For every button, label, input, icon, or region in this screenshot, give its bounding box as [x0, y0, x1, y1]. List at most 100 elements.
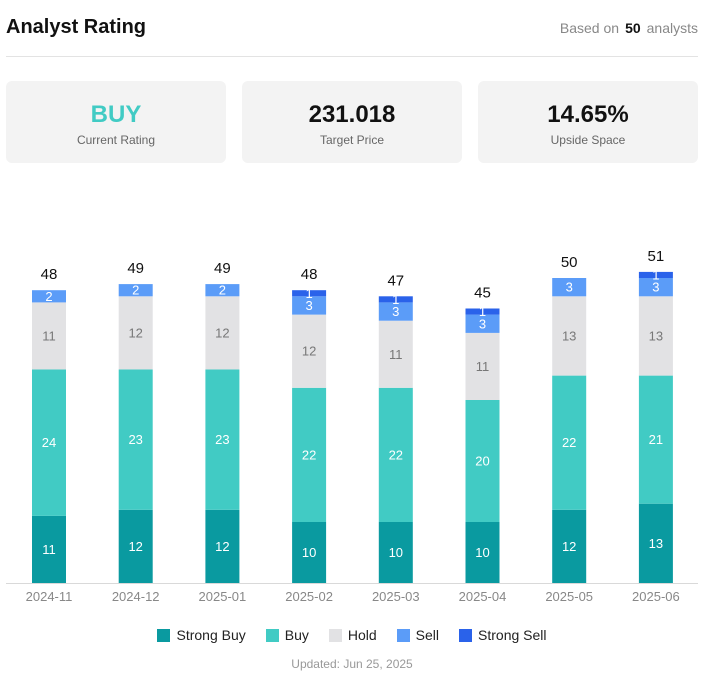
bar-segment-hold[interactable] [292, 314, 327, 388]
segment-value-label: 1 [652, 267, 659, 282]
legend-item-buy[interactable]: Buy [265, 627, 309, 643]
target-price-value: 231.018 [308, 101, 396, 128]
bar-segment-sell[interactable] [638, 278, 673, 297]
bar-segment-hold[interactable] [118, 296, 153, 370]
segment-value-label: 11 [42, 542, 56, 557]
bar-segment-sell[interactable] [465, 314, 500, 333]
segment-value-label: 1 [392, 292, 399, 307]
segment-value-label: 20 [475, 454, 489, 469]
legend-item-hold[interactable]: Hold [328, 627, 377, 643]
segment-value-label: 11 [42, 328, 56, 343]
bar-segment-strong-buy[interactable] [378, 522, 413, 583]
segment-value-label: 22 [302, 447, 316, 462]
segment-value-label: 13 [649, 536, 663, 551]
bar-segment-hold[interactable] [378, 320, 413, 388]
bar-segment-hold[interactable] [205, 296, 240, 370]
legend-label: Sell [415, 627, 440, 643]
bar-segment-strong-buy[interactable] [118, 509, 153, 583]
legend-item-sell[interactable]: Sell [396, 627, 440, 643]
bar-segment-strong-buy[interactable] [205, 509, 240, 583]
bar-segment-strong-sell[interactable] [378, 296, 413, 303]
segment-value-label: 12 [128, 325, 142, 340]
legend-label: Strong Sell [478, 627, 547, 643]
upside-space-label: Upside Space [550, 133, 626, 147]
legend-swatch [459, 628, 473, 642]
bar-segment-hold[interactable] [465, 332, 500, 400]
bar-total-label: 50 [561, 254, 578, 271]
segment-value-label: 22 [562, 435, 576, 450]
x-tick-label: 2024-11 [26, 589, 73, 604]
bar-segment-buy[interactable] [638, 375, 673, 504]
legend-item-strong-sell[interactable]: Strong Sell [459, 627, 547, 643]
segment-value-label: 23 [128, 432, 142, 447]
page-title: Analyst Rating [6, 16, 147, 38]
bar-total-label: 51 [648, 248, 665, 265]
segment-value-label: 2 [132, 283, 139, 298]
bar-segment-hold[interactable] [552, 296, 587, 376]
x-tick-label: 2025-06 [632, 589, 680, 604]
bar-segment-strong-sell[interactable] [638, 271, 673, 278]
segment-value-label: 22 [389, 447, 403, 462]
bar-segment-sell[interactable] [118, 284, 153, 297]
segment-value-label: 3 [392, 304, 399, 319]
segment-value-label: 3 [479, 316, 486, 331]
bar-segment-strong-buy[interactable] [465, 522, 500, 583]
segment-value-label: 2 [45, 289, 52, 304]
segment-value-label: 23 [215, 432, 229, 447]
legend-label: Strong Buy [176, 627, 246, 643]
based-on-suffix: analysts [646, 20, 698, 36]
segment-value-label: 13 [562, 328, 576, 343]
bar-segment-strong-buy[interactable] [552, 509, 587, 583]
bar-segment-buy[interactable] [378, 387, 413, 522]
bar-segment-sell[interactable] [378, 302, 413, 321]
legend-swatch [265, 628, 279, 642]
segment-value-label: 10 [389, 545, 403, 560]
x-tick-label: 2025-03 [372, 589, 420, 604]
based-on-prefix: Based on [559, 20, 620, 36]
bar-segment-strong-buy[interactable] [638, 503, 673, 583]
summary-cards: BUY Current Rating 231.018 Target Price … [6, 81, 698, 163]
upside-space-card: 14.65% Upside Space [478, 81, 698, 163]
chart-legend: Strong Buy Buy Hold Sell Strong Sell [0, 627, 704, 643]
bar-segment-strong-sell[interactable] [292, 290, 327, 297]
bar-segment-buy[interactable] [552, 375, 587, 510]
segment-value-label: 12 [215, 325, 229, 340]
bar-segment-sell[interactable] [205, 284, 240, 297]
segment-value-label: 12 [215, 539, 229, 554]
bar-total-label: 47 [387, 272, 404, 289]
bar-segment-strong-sell[interactable] [465, 308, 500, 315]
legend-label: Buy [284, 627, 309, 643]
legend-item-strong-buy[interactable]: Strong Buy [157, 627, 246, 643]
segment-value-label: 24 [42, 435, 56, 450]
segment-value-label: 1 [305, 286, 312, 301]
legend-swatch [396, 628, 410, 642]
bar-segment-hold[interactable] [32, 302, 66, 370]
bar-segment-sell[interactable] [552, 278, 587, 297]
target-price-card: 231.018 Target Price [242, 81, 462, 163]
x-tick-label: 2025-01 [199, 589, 247, 604]
upside-space-value: 14.65% [547, 101, 629, 128]
x-tick-label: 2025-05 [545, 589, 593, 604]
segment-value-label: 3 [652, 280, 659, 295]
segment-value-label: 11 [389, 347, 403, 362]
bar-total-label: 48 [301, 266, 318, 283]
bar-segment-strong-buy[interactable] [32, 515, 66, 583]
bar-segment-sell[interactable] [32, 290, 66, 303]
bar-total-label: 48 [41, 266, 58, 283]
segment-value-label: 10 [475, 545, 489, 560]
x-tick-label: 2024-12 [112, 589, 160, 604]
bar-segment-hold[interactable] [638, 296, 673, 376]
bar-segment-buy[interactable] [205, 369, 240, 510]
bar-segment-buy[interactable] [292, 387, 327, 522]
current-rating-card: BUY Current Rating [6, 81, 226, 163]
current-rating-label: Current Rating [76, 133, 156, 147]
bar-segment-strong-buy[interactable] [292, 522, 327, 583]
bar-segment-buy[interactable] [118, 369, 153, 510]
segment-value-label: 12 [302, 344, 316, 359]
bar-segment-buy[interactable] [465, 400, 500, 522]
bar-segment-buy[interactable] [32, 369, 66, 516]
bar-segment-sell[interactable] [292, 296, 327, 315]
segment-value-label: 13 [649, 328, 663, 343]
header: Analyst Rating Based on 50 analysts [6, 0, 698, 57]
bar-total-label: 45 [474, 285, 491, 302]
